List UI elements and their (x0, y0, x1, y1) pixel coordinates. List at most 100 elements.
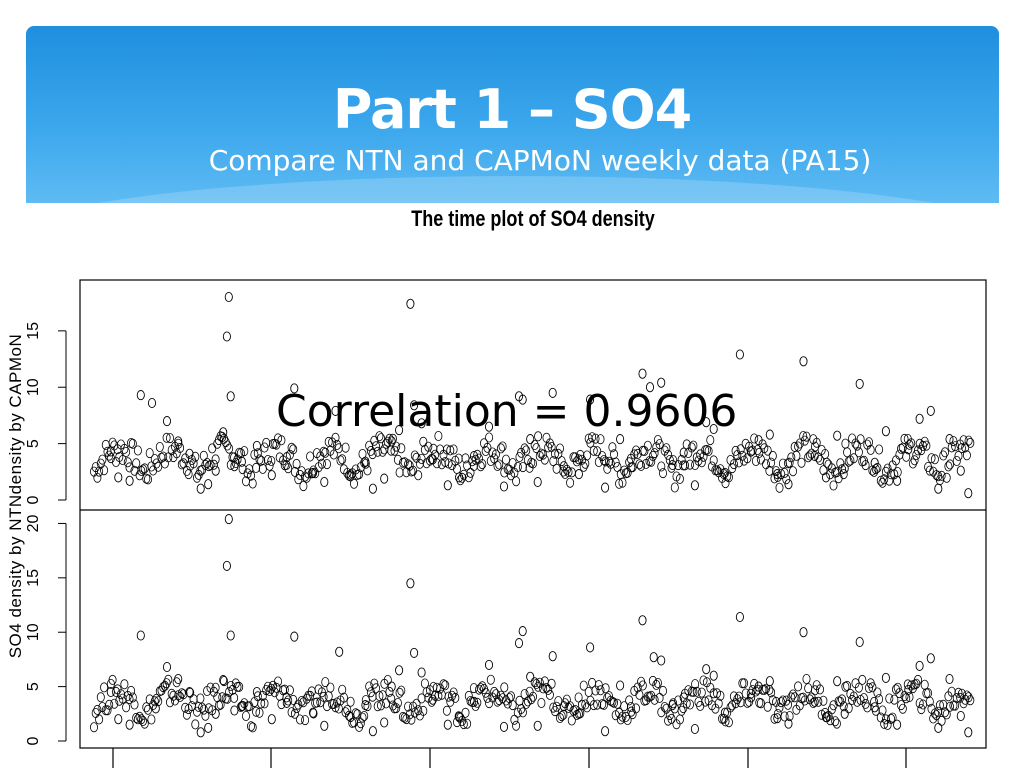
data-point-ntn (632, 703, 641, 714)
data-point-ntn (301, 715, 310, 726)
data-point-capmon (910, 455, 919, 466)
data-point-ntn (765, 684, 774, 695)
data-point-capmon (208, 443, 217, 454)
data-point-capmon (495, 459, 504, 470)
data-point-ntn (387, 693, 396, 704)
data-point-capmon (966, 437, 975, 448)
data-point-ntn (838, 694, 847, 705)
data-point-capmon (222, 331, 231, 342)
data-point-ntn (956, 710, 965, 722)
data-point-capmon (108, 437, 117, 448)
data-point-capmon (522, 445, 531, 456)
data-point-ntn (652, 679, 661, 690)
data-point-capmon (162, 416, 172, 427)
data-point-capmon (397, 443, 406, 454)
y-tick-label-ntn: 5 (25, 682, 42, 691)
data-point-capmon (709, 423, 718, 435)
data-point-capmon (939, 450, 948, 461)
data-point-ntn (578, 699, 587, 710)
data-point-ntn (748, 685, 757, 696)
data-point-capmon (309, 465, 318, 476)
data-point-ntn (376, 700, 385, 711)
data-point-ntn (285, 685, 294, 696)
data-point-ntn (881, 672, 890, 683)
data-point-ntn (196, 693, 205, 704)
data-point-capmon (341, 442, 350, 453)
data-point-ntn (463, 718, 472, 729)
data-point-ntn (584, 687, 593, 698)
data-point-capmon (412, 452, 421, 463)
data-point-capmon (532, 443, 541, 454)
data-point-capmon (567, 467, 576, 478)
data-point-capmon (772, 466, 781, 477)
data-point-ntn (360, 711, 369, 722)
data-point-ntn (223, 693, 232, 704)
data-point-ntn (610, 697, 619, 708)
data-point-ntn (241, 711, 250, 722)
data-point-capmon (782, 474, 791, 485)
data-point-ntn (177, 688, 186, 699)
data-point-ntn (709, 670, 718, 681)
data-point-ntn (794, 681, 803, 692)
data-point-ntn (370, 678, 379, 689)
data-point-capmon (875, 444, 884, 455)
data-point-ntn (311, 698, 320, 709)
data-point-ntn (358, 712, 367, 723)
data-point-ntn (496, 690, 505, 701)
data-point-capmon (499, 481, 509, 492)
data-point-ntn (442, 705, 451, 716)
data-point-ntn (162, 678, 171, 689)
data-point-ntn (439, 679, 448, 690)
data-point-capmon (360, 457, 369, 468)
data-point-capmon (189, 458, 198, 469)
data-point-ntn (93, 704, 102, 715)
y-tick-label-ntn: 0 (25, 736, 42, 745)
data-point-capmon (552, 463, 561, 474)
data-point-capmon (204, 479, 213, 490)
data-point-capmon (226, 391, 235, 402)
data-point-capmon (792, 450, 801, 461)
data-point-capmon (493, 460, 502, 471)
data-point-capmon (417, 418, 426, 429)
data-point-ntn (417, 693, 426, 704)
data-point-ntn (191, 719, 200, 730)
data-point-ntn (848, 694, 857, 705)
data-point-capmon (336, 455, 345, 466)
data-point-ntn (371, 683, 380, 694)
data-point-ntn (503, 698, 512, 709)
data-point-ntn (638, 680, 647, 691)
data-point-ntn (385, 686, 394, 697)
data-point-ntn (277, 699, 286, 710)
data-point-ntn (320, 720, 329, 731)
data-point-capmon (338, 454, 347, 465)
data-point-capmon (449, 444, 458, 455)
data-point-ntn (900, 691, 909, 702)
data-point-ntn (907, 680, 916, 691)
data-point-ntn (888, 712, 897, 723)
data-point-capmon (100, 465, 109, 476)
data-point-capmon (868, 465, 877, 476)
data-point-capmon (155, 441, 164, 452)
data-point-capmon (322, 459, 331, 470)
data-point-ntn (887, 713, 896, 724)
data-point-ntn (410, 647, 419, 658)
data-point-capmon (922, 440, 931, 451)
data-point-ntn (932, 710, 941, 721)
data-point-ntn (745, 696, 754, 707)
data-point-ntn (162, 661, 172, 673)
data-point-ntn (551, 706, 560, 717)
data-point-capmon (945, 434, 954, 445)
data-point-capmon (138, 464, 147, 475)
data-point-ntn (204, 722, 213, 733)
data-point-capmon (581, 458, 590, 469)
data-point-ntn (625, 695, 634, 706)
data-point-capmon (689, 440, 698, 451)
data-point-ntn (547, 678, 556, 689)
data-point-ntn (224, 514, 233, 525)
data-point-capmon (664, 449, 673, 460)
data-point-ntn (152, 693, 161, 704)
data-point-ntn (201, 710, 210, 721)
data-point-ntn (96, 692, 105, 703)
data-point-ntn (382, 698, 391, 709)
data-point-ntn (407, 714, 416, 725)
